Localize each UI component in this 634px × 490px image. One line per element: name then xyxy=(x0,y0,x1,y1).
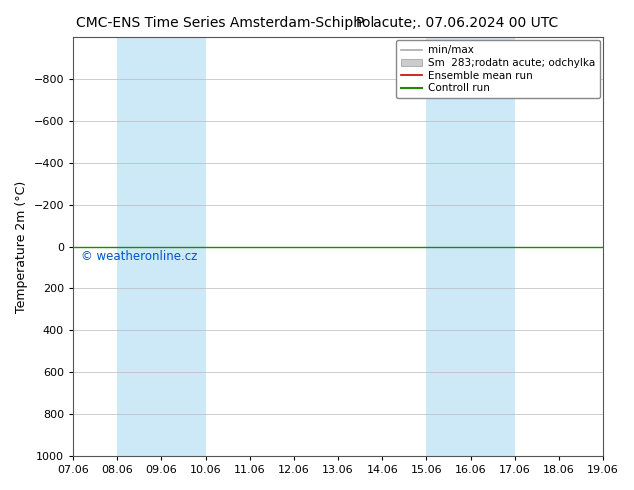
Bar xyxy=(427,37,515,456)
Text: P  acute;. 07.06.2024 00 UTC: P acute;. 07.06.2024 00 UTC xyxy=(356,16,558,30)
Bar xyxy=(117,37,205,456)
Legend: min/max, Sm  283;rodatn acute; odchylka, Ensemble mean run, Controll run: min/max, Sm 283;rodatn acute; odchylka, … xyxy=(396,40,600,98)
Text: CMC-ENS Time Series Amsterdam-Schiphol: CMC-ENS Time Series Amsterdam-Schiphol xyxy=(76,16,375,30)
Text: © weatheronline.cz: © weatheronline.cz xyxy=(81,250,197,263)
Y-axis label: Temperature 2m (°C): Temperature 2m (°C) xyxy=(15,180,28,313)
